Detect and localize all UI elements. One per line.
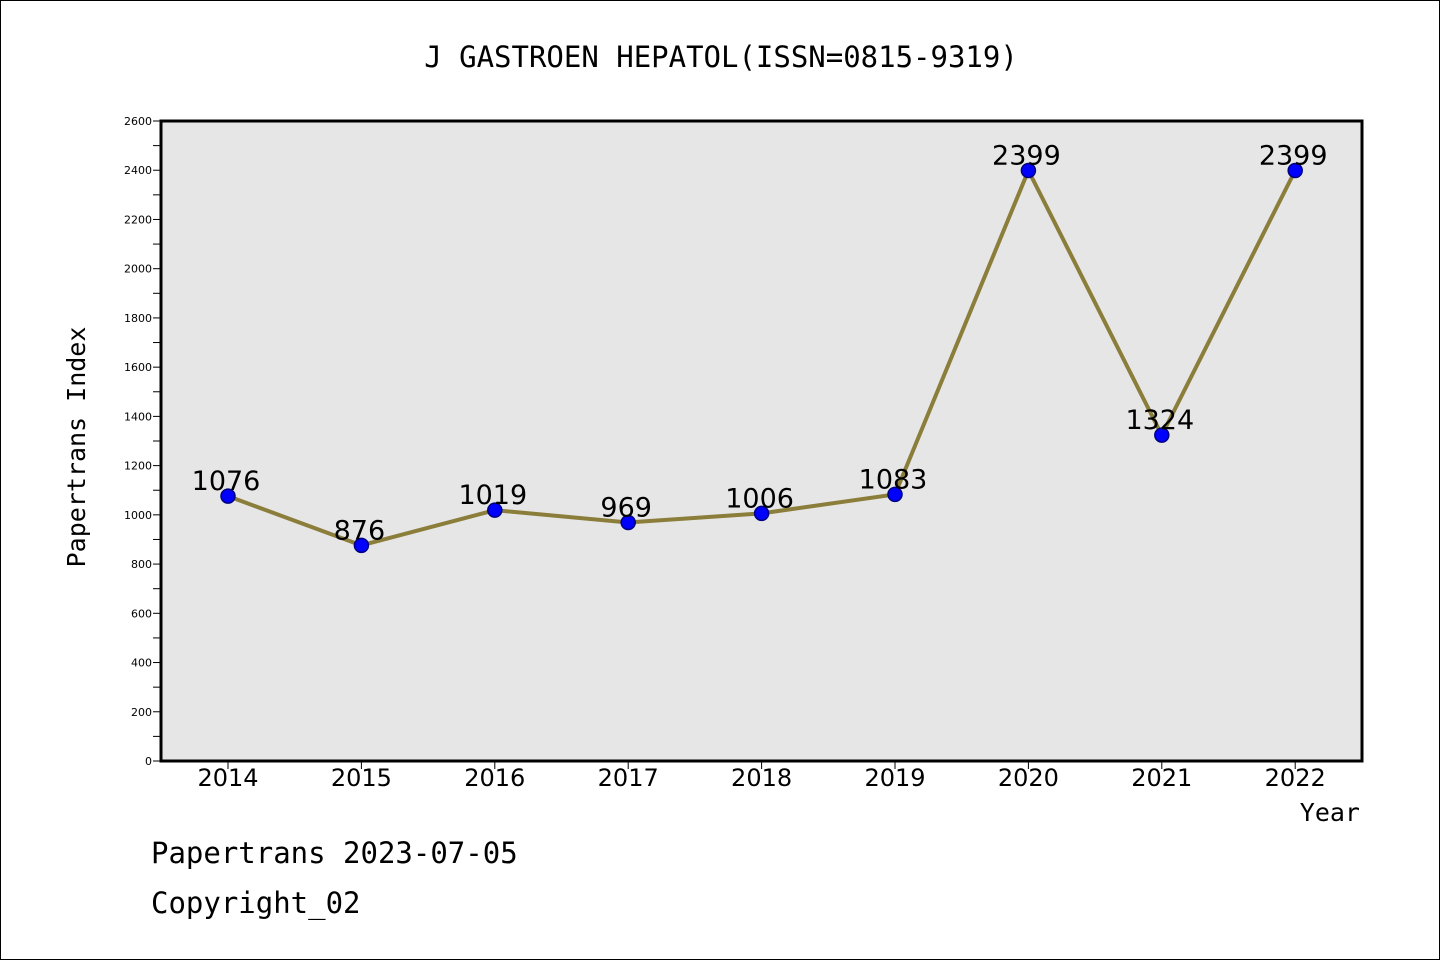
x-tick-label: 2017 [598,764,659,792]
footer-source: Papertrans 2023-07-05 [151,836,518,870]
y-tick-label: 400 [131,657,152,670]
data-label-2022: 2399 [1259,140,1328,171]
x-tick-label: 2022 [1265,764,1326,792]
data-point-2020 [1020,162,1037,179]
y-tick-label: 1200 [124,460,152,473]
data-label-2014: 1076 [192,466,261,497]
y-tick-label: 1000 [124,509,152,522]
data-label-2020: 2399 [992,140,1061,171]
y-tick-label: 1400 [124,410,152,423]
x-axis-label: Year [1300,798,1360,827]
y-axis: 0 200 400 600 800 1000 1200 1400 1600 1800 2000 220… [124,115,161,768]
x-tick-label: 2020 [998,764,1059,792]
data-label-2021: 1324 [1125,405,1194,436]
y-tick-label: 2400 [124,164,152,177]
y-tick-label: 0 [145,755,152,768]
x-tick-label: 2015 [331,764,392,792]
y-tick-label: 800 [131,558,152,571]
x-tick-label: 2018 [731,764,792,792]
y-tick-label: 200 [131,706,152,719]
x-tick-label: 2019 [864,764,925,792]
data-point-2016 [487,502,503,518]
data-point-2019 [887,486,903,503]
y-tick-label: 2000 [124,263,152,276]
data-label-2018: 1006 [725,483,794,514]
y-tick-label: 2600 [124,115,152,128]
data-label-2017: 969 [600,492,652,523]
footer-copyright: Copyright_02 [151,886,361,920]
x-axis: 2014 2015 2016 2017 2018 2019 2020 2021 2022 [197,761,1326,792]
y-tick-label: 1800 [124,312,152,325]
data-point-2021 [1154,427,1170,443]
series-papertrans-index: 1076 876 1019 969 1006 1083 2399 1324 2399 [192,140,1328,554]
x-tick-label: 2021 [1131,764,1192,792]
y-tick-label: 1600 [124,361,152,374]
data-point-2022 [1287,162,1303,179]
data-label-2016: 1019 [458,480,527,511]
data-point-2015 [353,537,370,554]
y-axis-label: Papertrans Index [62,327,91,568]
plot-area [159,119,1364,763]
data-point-2017 [620,514,636,531]
data-point-2018 [753,505,770,522]
y-tick-label: 600 [131,607,152,620]
y-tick-label: 2200 [124,213,152,226]
x-tick-label: 2016 [464,764,525,792]
x-tick-label: 2014 [197,764,258,792]
data-label-2019: 1083 [859,464,928,495]
data-label-2015: 876 [334,515,386,546]
data-point-2014 [220,488,236,504]
chart-title: J GASTROEN HEPATOL(ISSN=0815-9319) [424,40,1018,74]
